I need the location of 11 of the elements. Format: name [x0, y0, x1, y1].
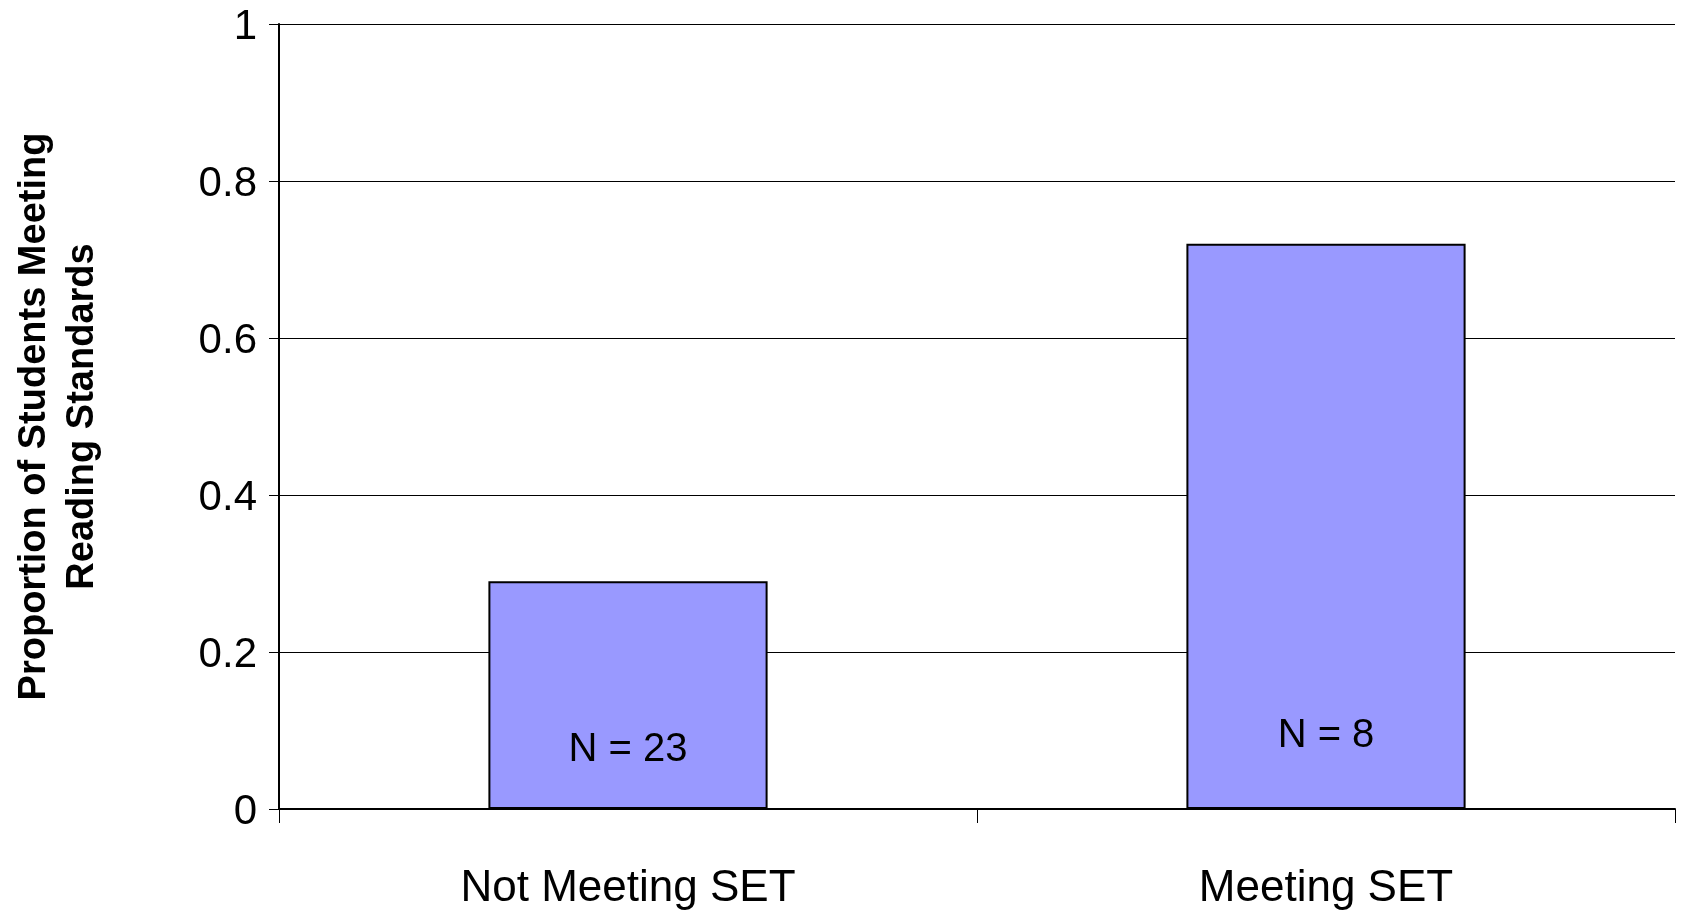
y-tick-label: 0.2 [198, 628, 257, 676]
y-tick-label: 0.8 [198, 157, 257, 205]
y-axis-title: Proportion of Students Meeting Reading Standards [11, 132, 101, 701]
y-tick-label: 0.6 [198, 314, 257, 362]
y-tick-label: 1 [233, 0, 257, 48]
annotation: N = 23 [568, 725, 688, 769]
x-tick-label: Not Meeting SET [460, 860, 796, 910]
x-tick-label: Meeting SET [1198, 860, 1454, 910]
y-tick-label: 0 [233, 785, 257, 833]
y-tick-label: 0.4 [198, 471, 257, 519]
annotation: N = 8 [1277, 711, 1375, 755]
